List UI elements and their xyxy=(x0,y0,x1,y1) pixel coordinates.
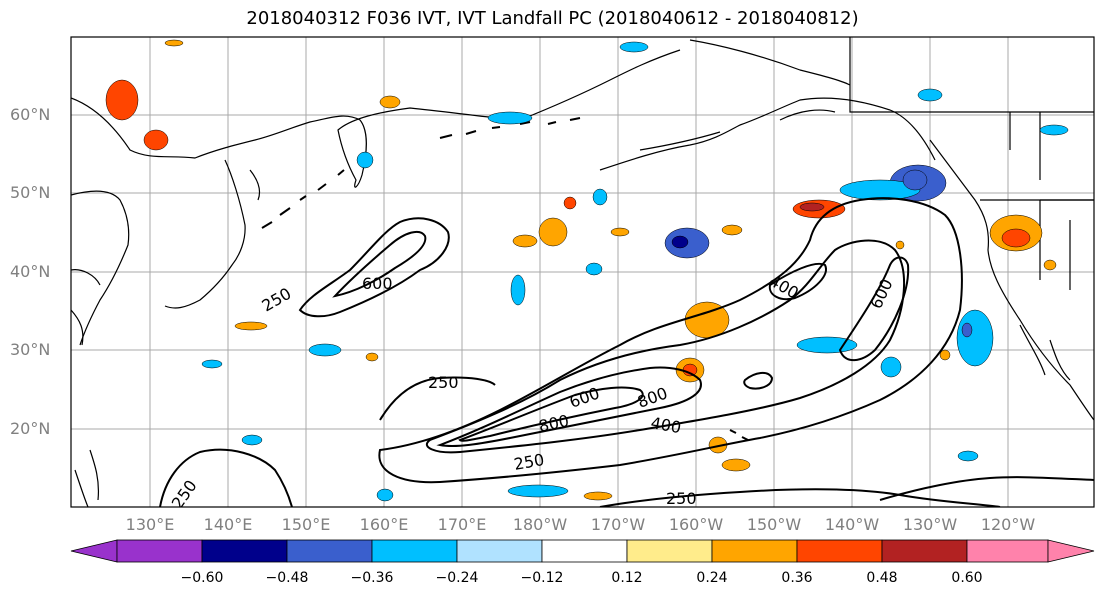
colorbar-cell xyxy=(881,539,968,563)
colorbar-tick: −0.36 xyxy=(350,570,394,586)
contour-label: 250 xyxy=(666,489,697,508)
colorbar-tick: −0.24 xyxy=(435,570,479,586)
colorbar-tick: −0.60 xyxy=(180,570,224,586)
lon-label: 160°W xyxy=(668,515,724,534)
map-frame xyxy=(70,36,1095,508)
colorbar-tick: −0.48 xyxy=(265,570,309,586)
map-area: 600 250 250 800 600 800 400 250 400 600 … xyxy=(71,37,1094,508)
lon-label: 140°W xyxy=(824,515,880,534)
colorbar-cell xyxy=(456,539,543,563)
colorbar-cell xyxy=(541,539,628,563)
lon-label: 170°E xyxy=(437,515,487,534)
lon-label: 130°W xyxy=(902,515,958,534)
colorbar-tick: 0.24 xyxy=(696,570,728,586)
colorbar-extend-low xyxy=(70,539,118,563)
colorbar-tick: 0.36 xyxy=(781,570,813,586)
lat-label: 60°N xyxy=(10,105,51,124)
colorbar-tick: 0.48 xyxy=(866,570,898,586)
colorbar-cell xyxy=(201,539,288,563)
colorbar-cell xyxy=(966,539,1049,563)
lat-label: 20°N xyxy=(10,419,51,438)
lon-label: 150°W xyxy=(746,515,802,534)
lon-label: 120°W xyxy=(980,515,1036,534)
colorbar xyxy=(70,539,1095,563)
colorbar-cell xyxy=(116,539,203,563)
map-title: 2018040312 F036 IVT, IVT Landfall PC (20… xyxy=(246,8,859,29)
colorbar-tick: 0.60 xyxy=(951,570,983,586)
colorbar-tick: 0.12 xyxy=(611,570,643,586)
lon-label: 180°W xyxy=(512,515,568,534)
contour-label: 600 xyxy=(362,274,393,293)
colorbar-cell xyxy=(626,539,713,563)
gridlines xyxy=(71,37,1094,507)
ivt-contours xyxy=(159,197,1094,507)
pc-anomaly-fill xyxy=(105,39,1069,502)
colorbar-cell xyxy=(796,539,883,563)
contour-label: 250 xyxy=(428,373,459,392)
colorbar-tick: −0.12 xyxy=(520,570,564,586)
lon-label: 150°E xyxy=(281,515,331,534)
lat-label: 40°N xyxy=(10,262,51,281)
lon-label: 160°E xyxy=(359,515,409,534)
colorbar-cell xyxy=(371,539,458,563)
colorbar-cell xyxy=(711,539,798,563)
colorbar-extend-high xyxy=(1047,539,1095,563)
lon-label: 170°W xyxy=(590,515,646,534)
lat-label: 30°N xyxy=(10,340,51,359)
lat-label: 50°N xyxy=(10,183,51,202)
lon-label: 140°E xyxy=(203,515,253,534)
lon-label: 130°E xyxy=(125,515,175,534)
colorbar-cell xyxy=(286,539,373,563)
coastlines xyxy=(71,37,1094,507)
